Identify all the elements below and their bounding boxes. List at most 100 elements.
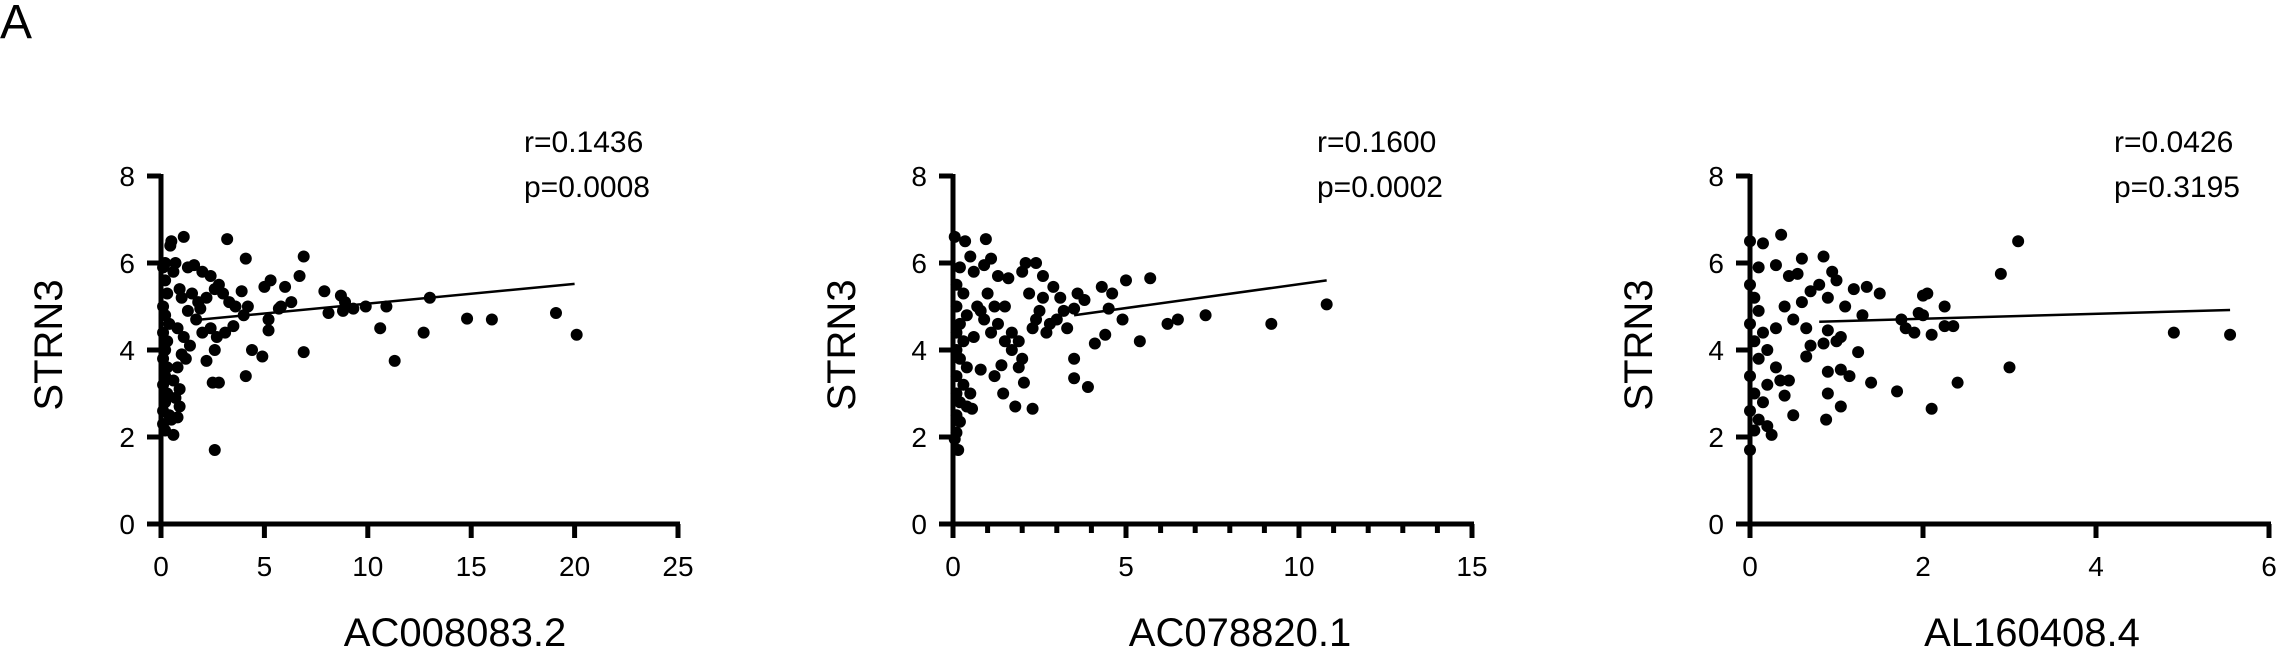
- data-point: [1769, 361, 1782, 374]
- data-point: [239, 370, 252, 383]
- data-point: [175, 291, 188, 304]
- y-tick-label: 6: [119, 248, 135, 279]
- y-tick-label: 6: [911, 248, 927, 279]
- data-point: [1765, 428, 1778, 441]
- data-point: [1023, 287, 1036, 300]
- data-point: [179, 352, 192, 365]
- axes: 0 2 4 6 8 0 5 10 15: [911, 161, 1487, 582]
- data-point: [318, 285, 331, 298]
- x-tick-label: 4: [2088, 551, 2104, 582]
- y-tick-label: 4: [911, 335, 927, 366]
- x-axis-label: AC008083.2: [344, 611, 566, 655]
- data-point: [957, 287, 970, 300]
- data-point: [1778, 300, 1791, 313]
- data-points: [157, 230, 583, 457]
- data-point: [322, 307, 335, 320]
- data-point: [1821, 291, 1834, 304]
- data-point: [997, 387, 1010, 400]
- data-point: [1095, 280, 1108, 293]
- data-point: [1078, 293, 1091, 306]
- data-point: [1752, 413, 1765, 426]
- x-tick-label: 6: [2261, 551, 2277, 582]
- data-point: [1830, 274, 1843, 287]
- data-point: [995, 359, 1008, 372]
- data-point: [1769, 259, 1782, 272]
- y-tick-label: 4: [119, 335, 135, 366]
- data-point: [1787, 313, 1800, 326]
- data-point: [1756, 326, 1769, 339]
- data-point: [245, 344, 258, 356]
- axes: 0 2 4 6 8 0 5 10 15 20 25: [119, 161, 693, 582]
- data-point: [1019, 257, 1032, 269]
- data-point: [167, 374, 180, 387]
- data-point: [1005, 344, 1018, 356]
- data-point: [1081, 380, 1094, 393]
- data-point: [1774, 374, 1787, 387]
- x-tick-label: 10: [352, 551, 383, 582]
- data-point: [177, 230, 190, 243]
- data-point: [485, 313, 498, 326]
- p-value: p=0.3195: [2114, 171, 2240, 204]
- data-point: [1813, 278, 1826, 291]
- data-point: [2224, 328, 2237, 341]
- data-points: [948, 230, 1333, 457]
- y-tick-label: 0: [1708, 509, 1724, 540]
- data-point: [274, 300, 287, 313]
- scatter-plot-al160408-4: 0 2 4 6 8 0 2 4 6 r=0.0426 p=0.3195 STRN3 AL1604…: [1617, 126, 2277, 655]
- x-axis-label: AL160408.4: [1924, 611, 2140, 655]
- data-point: [1865, 376, 1878, 389]
- data-point: [1040, 326, 1053, 339]
- correlation-r: r=0.1600: [1317, 126, 1436, 159]
- data-point: [208, 444, 221, 457]
- data-point: [221, 233, 234, 246]
- y-tick-label: 2: [119, 422, 135, 453]
- data-point: [297, 346, 310, 359]
- x-tick-label: 0: [1742, 551, 1758, 582]
- data-point: [461, 312, 474, 325]
- data-point: [957, 378, 970, 391]
- p-value: p=0.0002: [1317, 171, 1443, 204]
- data-point: [1938, 320, 1951, 333]
- y-tick-label: 8: [1708, 161, 1724, 192]
- data-point: [1795, 296, 1808, 309]
- data-point: [1057, 304, 1070, 317]
- data-points: [1744, 228, 2237, 457]
- data-point: [1839, 300, 1852, 313]
- data-point: [204, 270, 217, 283]
- data-point: [1068, 302, 1081, 315]
- data-point: [953, 261, 966, 274]
- data-point: [256, 350, 269, 363]
- y-axis-label: STRN3: [820, 279, 864, 410]
- data-point: [985, 326, 998, 339]
- data-point: [1016, 352, 1029, 365]
- data-point: [1068, 372, 1081, 385]
- data-point: [967, 265, 980, 278]
- data-point: [1005, 326, 1018, 339]
- data-point: [217, 287, 230, 300]
- data-point: [181, 304, 194, 317]
- data-point: [1133, 335, 1146, 348]
- data-point: [1144, 272, 1157, 285]
- data-point: [1834, 363, 1847, 376]
- y-tick-label: 2: [1708, 422, 1724, 453]
- data-point: [549, 307, 562, 320]
- data-point: [1036, 270, 1049, 283]
- data-point: [981, 287, 994, 300]
- data-point: [173, 383, 186, 396]
- data-point: [1002, 272, 1015, 285]
- data-point: [988, 370, 1001, 383]
- data-point: [183, 339, 196, 352]
- y-tick-label: 8: [911, 161, 927, 192]
- data-point: [1030, 257, 1043, 269]
- data-point: [1856, 309, 1869, 322]
- data-point: [200, 354, 213, 367]
- data-point: [1834, 400, 1847, 413]
- data-point: [194, 302, 207, 315]
- data-point: [297, 250, 310, 263]
- regression-line: [1819, 308, 2231, 323]
- data-point: [200, 291, 213, 304]
- data-point: [1787, 409, 1800, 422]
- data-point: [1761, 378, 1774, 391]
- data-point: [1800, 322, 1813, 335]
- data-point: [1199, 309, 1212, 322]
